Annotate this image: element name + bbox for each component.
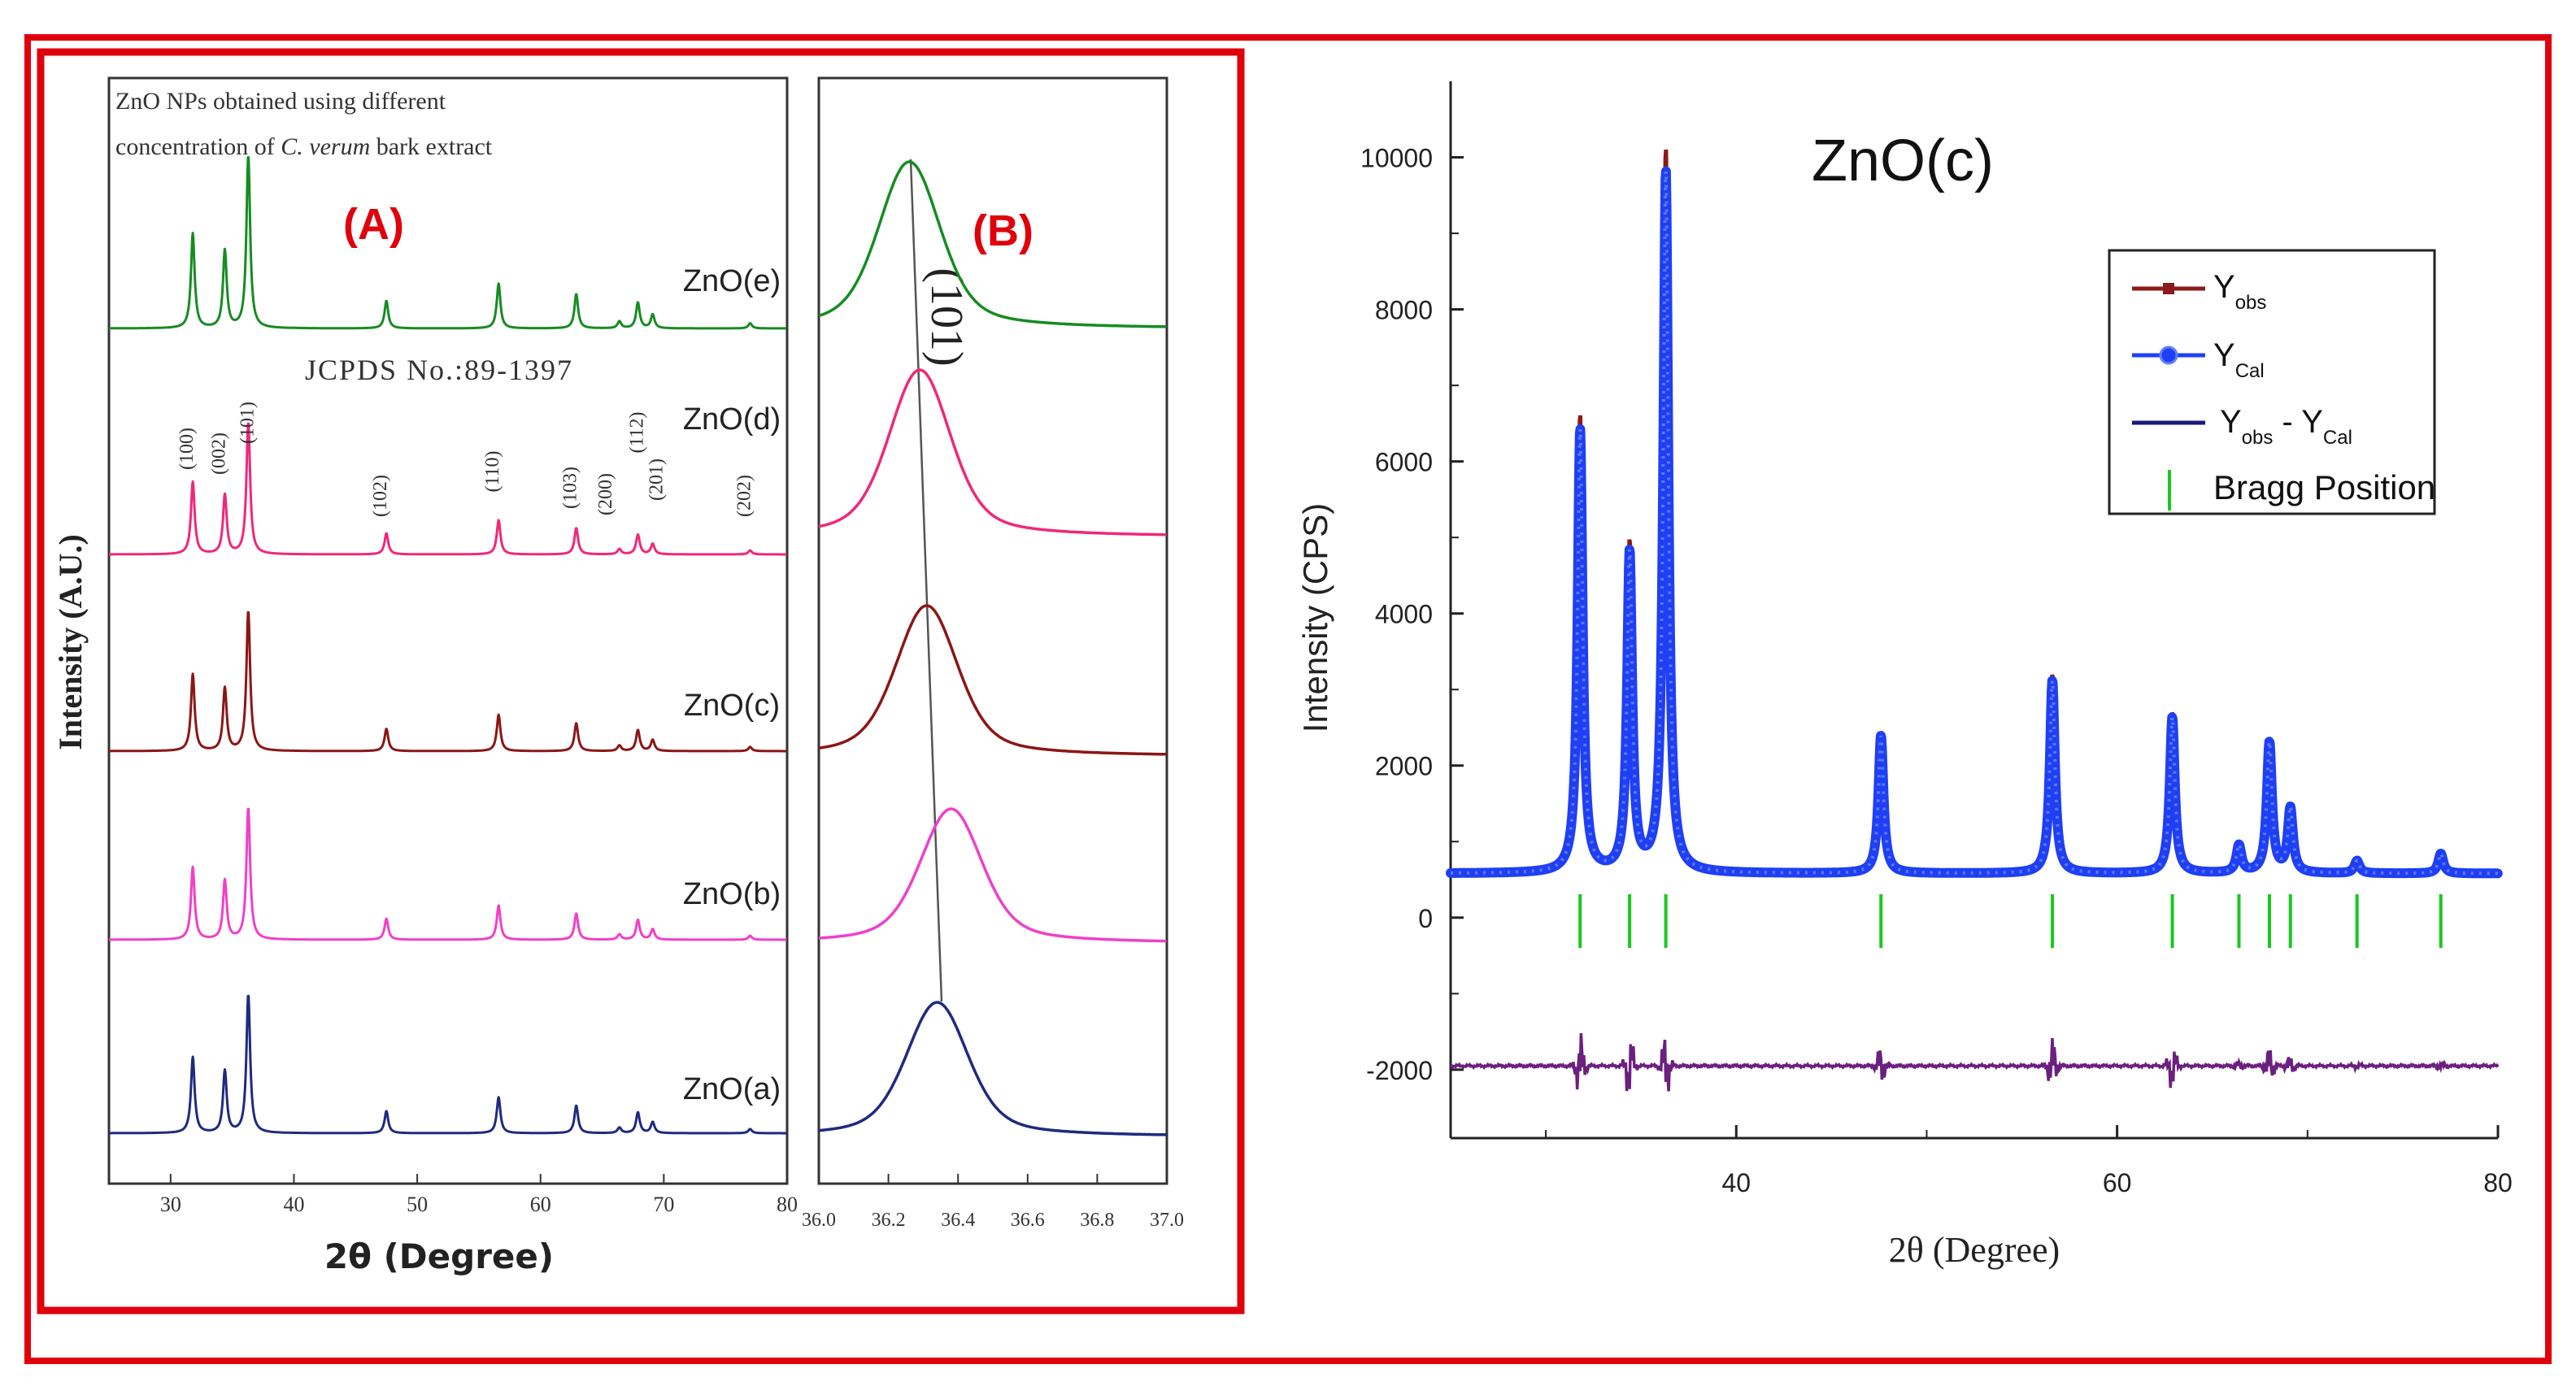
panel-c-y-tick-label: 4000 [1375, 600, 1433, 629]
panel-b-peak-label: (101) [921, 267, 972, 366]
panel-c-x-tick-label: 80 [2483, 1168, 2513, 1197]
sample-label: ZnO(b) [683, 877, 781, 911]
legend-ycal-marker [2159, 345, 2178, 365]
panel-a-x-ticks: 30 40 50 60 70 80 [160, 1174, 798, 1216]
panel-b-label: (B) [973, 206, 1033, 255]
panel-b-curves [818, 160, 1167, 1136]
hkl-label: (202) [734, 475, 755, 517]
peak-shift-guide-line [909, 159, 943, 1002]
peak-101-ZnO(b) [818, 807, 1167, 943]
panel-a-x-tick-label: 30 [160, 1193, 181, 1216]
xrd-pattern-ZnO(d) [108, 422, 788, 556]
panel-a-axes-box [107, 76, 789, 1185]
legend-ycal-label: YCal [2213, 337, 2265, 382]
panel-c-ticks: 10000 8000 6000 4000 2000 0 -2000 40 60 80 [1360, 144, 2513, 1197]
xrd-pattern-ZnO(c) [108, 611, 788, 753]
hkl-label: (101) [237, 402, 258, 444]
jcpds-label: JCPDS No.:89-1397 [305, 354, 573, 386]
panel-a-curves [108, 156, 788, 1135]
hkl-label: (100) [176, 428, 198, 470]
panel-c-x-tick-label: 60 [2103, 1168, 2132, 1197]
diff-line [1450, 1032, 2500, 1092]
panel-b: (B) (101) 36.0 36.2 36.4 36.6 36.8 37.0 [802, 76, 1184, 1231]
sample-label: ZnO(c) [684, 689, 780, 723]
panel-b-x-ticks: 36.0 36.2 36.4 36.6 36.8 37.0 [802, 1174, 1184, 1231]
panel-a-x-axis-label: 2θ (Degree) [324, 1236, 554, 1276]
hkl-label: (201) [646, 458, 668, 501]
sample-label: ZnO(e) [683, 264, 781, 298]
hkl-label: (200) [595, 473, 616, 515]
panel-b-x-tick-label: 36.0 [802, 1210, 836, 1231]
hkl-label: (110) [482, 450, 503, 492]
panel-c-x-axis-label: 2θ (Degree) [1889, 1230, 2060, 1270]
panel-c-y-tick-label: 0 [1418, 904, 1433, 933]
hkl-label: (102) [370, 475, 391, 517]
panel-c-title: ZnO(c) [1812, 128, 1994, 193]
legend-diff-label: Yobs - YCal [2220, 404, 2352, 449]
peak-101-ZnO(a) [818, 1001, 1167, 1136]
panel-a-x-tick-label: 60 [530, 1193, 551, 1216]
hkl-label: (103) [560, 467, 581, 509]
panel-c-y-tick-label: 8000 [1375, 296, 1433, 325]
outer-frame [24, 34, 2552, 1364]
hkl-label: (112) [627, 411, 648, 453]
panel-a-sample-labels: ZnO(a) ZnO(b) ZnO(c) ZnO(d) ZnO(e) [683, 264, 781, 1106]
panel-b-x-tick-label: 37.0 [1150, 1210, 1184, 1231]
sample-label: ZnO(a) [683, 1072, 781, 1106]
sample-label: ZnO(d) [683, 402, 781, 437]
panel-c-y-tick-label: 6000 [1375, 448, 1433, 477]
ycal-curve [1446, 166, 2503, 879]
peak-101-ZnO(e) [818, 160, 1167, 328]
hkl-label: (002) [209, 432, 230, 475]
panel-a-x-tick-label: 70 [653, 1193, 674, 1216]
panel-a-x-tick-label: 50 [407, 1193, 428, 1216]
panel-c-x-tick-label: 40 [1721, 1168, 1751, 1197]
panel-a-note-line1: ZnO NPs obtained using different [115, 88, 446, 115]
difference-curve [1450, 1032, 2500, 1092]
legend-bragg-label: Bragg Position [2213, 468, 2435, 506]
xrd-pattern-ZnO(a) [108, 994, 788, 1135]
panel-a-hkl-labels: (100) (002) (101) (102) (110) (103) (200) (112)… [176, 402, 755, 517]
panel-b-x-tick-label: 36.6 [1011, 1210, 1045, 1231]
panel-b-x-tick-label: 36.2 [872, 1210, 906, 1231]
panel-a-label: (A) [343, 200, 404, 249]
panel-a-x-tick-label: 80 [777, 1193, 798, 1216]
peak-101-ZnO(d) [818, 368, 1167, 537]
panel-b-x-tick-label: 36.4 [941, 1210, 975, 1231]
panel-a-note-line2: concentration of C. verum bark extract [115, 133, 493, 160]
panel-c-y-axis-label: Intensity (CPS) [1296, 503, 1334, 732]
inner-frame [37, 48, 1245, 1315]
panel-c: ZnO(c) Intensity (CPS) 2θ (Degree) 10000… [1296, 81, 2513, 1270]
panel-c-y-tick-label: -2000 [1366, 1056, 1433, 1085]
legend-yobs-marker [2163, 283, 2174, 294]
bragg-positions [1578, 894, 2443, 948]
peak-101-ZnO(c) [818, 604, 1167, 756]
legend: Yobs YCal Yobs - YCal Bragg Position [2108, 249, 2436, 515]
panel-c-y-tick-label: 10000 [1360, 144, 1433, 173]
panel-a: ZnO NPs obtained using different concent… [52, 76, 798, 1276]
panel-a-y-axis-label: Intensity (A.U.) [52, 534, 89, 750]
ycal-line [1446, 166, 2503, 879]
xrd-pattern-ZnO(b) [108, 807, 788, 941]
xrd-pattern-ZnO(e) [108, 156, 788, 330]
panel-c-y-tick-label: 2000 [1375, 752, 1433, 781]
legend-yobs-label: Yobs [2213, 269, 2266, 314]
panel-b-axes-box [817, 76, 1168, 1185]
panel-a-x-tick-label: 40 [283, 1193, 304, 1216]
panel-b-x-tick-label: 36.8 [1080, 1210, 1114, 1231]
